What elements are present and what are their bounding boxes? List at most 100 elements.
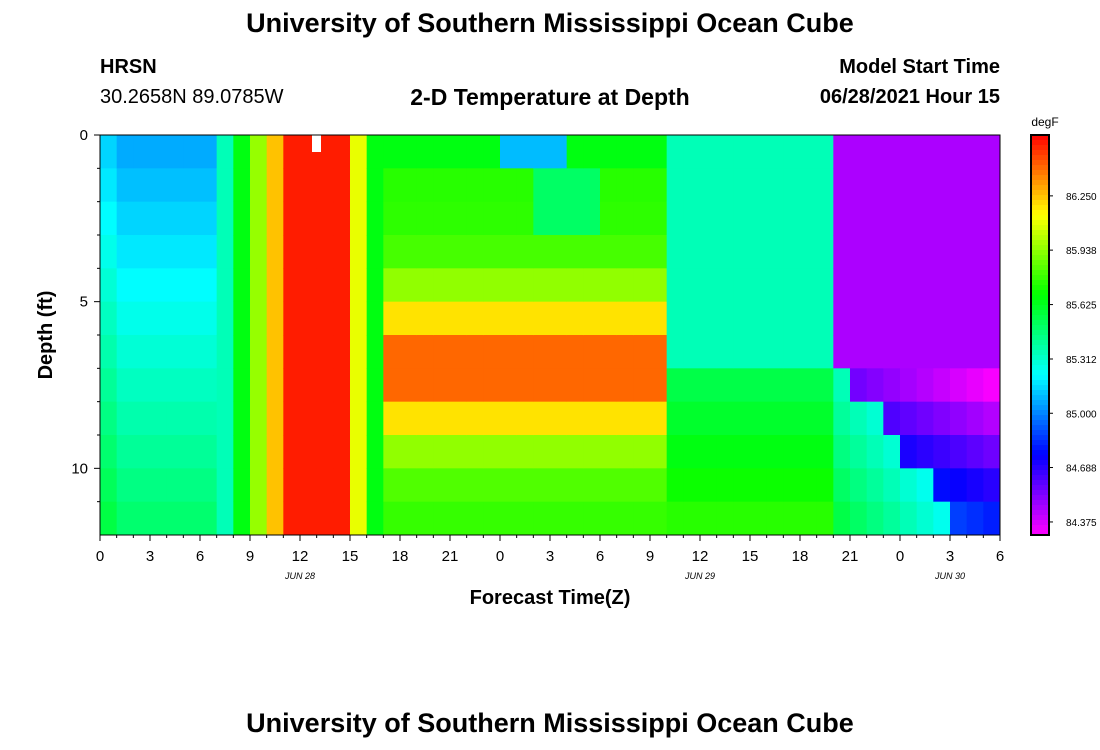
heatmap-cell (450, 268, 468, 303)
heatmap-cell (550, 435, 568, 469)
heatmap-cell (550, 401, 568, 436)
heatmap-cell (466, 301, 484, 336)
heatmap-cell (233, 235, 251, 269)
heatmap-cell (466, 368, 484, 403)
heatmap-cell (783, 268, 801, 303)
heatmap-cell (350, 301, 368, 336)
heatmap-cell (683, 268, 701, 303)
heatmap-cell (933, 268, 951, 303)
colorbar-segment (1031, 530, 1049, 536)
colorbar-segment (1031, 235, 1049, 241)
heatmap-cell (100, 301, 118, 336)
heatmap-cell (800, 201, 818, 236)
colorbar-segment (1031, 295, 1049, 301)
heatmap-cell (333, 201, 351, 236)
heatmap-cell (633, 235, 651, 269)
colorbar-segment (1031, 135, 1049, 141)
heatmap-cell (950, 135, 968, 169)
heatmap-cell (866, 401, 884, 436)
heatmap-cell (983, 135, 1001, 169)
heatmap-cell (800, 468, 818, 503)
heatmap-cell (183, 201, 201, 236)
heatmap-cell (866, 501, 884, 536)
colorbar-segment (1031, 270, 1049, 276)
heatmap-cell (766, 501, 784, 536)
heatmap-cell (966, 468, 984, 503)
heatmap-cell (150, 301, 168, 336)
x-axis: 0 3 6 9 12 15 18 21 0 3 6 9 12 15 18 21 0 3 6 JUN 28 JUN 29 J… (96, 535, 1004, 581)
heatmap-cell (166, 301, 184, 336)
heatmap-cell (683, 168, 701, 203)
heatmap-cell (983, 301, 1001, 336)
heatmap-cell (300, 301, 318, 336)
heatmap-cell (466, 201, 484, 236)
heatmap-cell (266, 401, 284, 436)
colorbar-segment (1031, 180, 1049, 186)
y-axis: 0 5 10 (71, 127, 100, 503)
x-tick-label: 21 (842, 548, 859, 565)
heatmap-cell (833, 201, 851, 236)
heatmap-cell (233, 468, 251, 503)
heatmap-cell (650, 435, 668, 469)
heatmap-cell (716, 468, 734, 503)
heatmap-cell (500, 468, 518, 503)
heatmap-cell (783, 368, 801, 403)
heatmap-cell (116, 235, 134, 269)
heatmap-cell (183, 368, 201, 403)
heatmap-cell (400, 168, 418, 203)
heatmap-cell (816, 368, 834, 403)
x-tick-label: 0 (896, 548, 904, 565)
heatmap-cell (216, 435, 234, 469)
heatmap-cell (800, 135, 818, 169)
colorbar-segment (1031, 425, 1049, 431)
heatmap-cell (916, 335, 934, 369)
colorbar-segment (1031, 305, 1049, 311)
heatmap-cell (966, 401, 984, 436)
heatmap-cell (316, 268, 334, 303)
colorbar-label: degF (1031, 115, 1058, 129)
heatmap-cell (766, 268, 784, 303)
x-tick-label: 9 (246, 548, 254, 565)
heatmap-cell (900, 235, 918, 269)
heatmap-cell (683, 468, 701, 503)
heatmap-cell (533, 435, 551, 469)
colorbar-segment (1031, 285, 1049, 291)
heatmap-cell (333, 168, 351, 203)
heatmap-cell (466, 468, 484, 503)
heatmap-cell (700, 335, 718, 369)
heatmap-cell (350, 435, 368, 469)
heatmap-cell (866, 335, 884, 369)
colorbar-segment (1031, 410, 1049, 416)
heatmap-cell (200, 501, 218, 536)
colorbar-segment (1031, 355, 1049, 361)
heatmap-cell (416, 468, 434, 503)
heatmap-cell (366, 435, 384, 469)
heatmap-cell (933, 135, 951, 169)
heatmap-cell (700, 235, 718, 269)
heatmap-cell (600, 268, 618, 303)
heatmap-cell (700, 301, 718, 336)
heatmap-cell (750, 268, 768, 303)
heatmap-cell (666, 435, 684, 469)
heatmap-cell (683, 301, 701, 336)
heatmap-cell (533, 268, 551, 303)
colorbar-segment (1031, 400, 1049, 406)
heatmap-cell (550, 468, 568, 503)
heatmap-cell (933, 201, 951, 236)
x-tick-label: 6 (196, 548, 204, 565)
colorbar-frame (1030, 134, 1050, 536)
heatmap-cell (500, 335, 518, 369)
heatmap-cell (400, 235, 418, 269)
heatmap-cell (200, 335, 218, 369)
heatmap-cell (116, 501, 134, 536)
heatmap-cell (266, 235, 284, 269)
heatmap-cell (516, 501, 534, 536)
heatmap-cell (733, 135, 751, 169)
heatmap-cell (966, 235, 984, 269)
heatmap-cell (950, 501, 968, 536)
heatmap-cell (383, 235, 401, 269)
heatmap-cell (416, 235, 434, 269)
heatmap-cell (233, 168, 251, 203)
heatmap-cell (883, 301, 901, 336)
heatmap-cell (366, 268, 384, 303)
